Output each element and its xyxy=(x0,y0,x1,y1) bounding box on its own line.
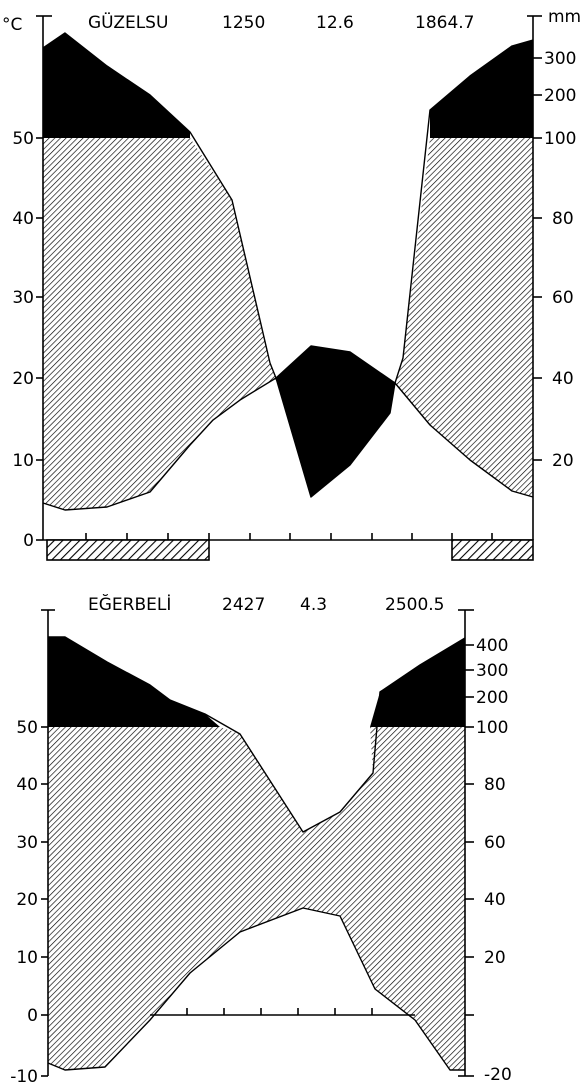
chart-egerbeli-right-ticks: -20 20 40 60 80 100 200 300 400 xyxy=(465,636,512,1085)
chart-egerbeli-surplus-area-right xyxy=(370,638,465,727)
left-tick-label: -10 xyxy=(10,1067,38,1086)
chart-egerbeli: EĞERBELİ 2427 4.3 2500.5 -10 0 xyxy=(10,593,512,1086)
right-tick-label: 60 xyxy=(484,833,506,853)
chart-guzelsu-right-ticks: 20 40 60 80 100 200 300 xyxy=(533,49,576,471)
chart-guzelsu-altitude: 1250 xyxy=(222,13,265,33)
chart-guzelsu: GÜZELSU 1250 12.6 1864.7 °C mm xyxy=(2,7,581,561)
chart-guzelsu-right-unit: mm xyxy=(548,7,581,27)
right-tick-label: 100 xyxy=(544,129,576,149)
chart-guzelsu-surplus-area-right xyxy=(430,40,533,138)
chart-guzelsu-precipitation-curve xyxy=(42,32,534,384)
left-tick-label: 10 xyxy=(16,948,38,968)
chart-egerbeli-annual-precipitation: 2500.5 xyxy=(385,595,444,615)
chart-egerbeli-month-ticks xyxy=(186,1008,373,1015)
chart-egerbeli-precipitation-curve xyxy=(48,636,466,833)
chart-egerbeli-left-ticks: -10 0 10 20 30 40 50 xyxy=(10,718,48,1086)
chart-guzelsu-left-unit: °C xyxy=(2,15,22,35)
right-tick-label: 300 xyxy=(544,49,576,69)
right-tick-label: 80 xyxy=(484,775,506,795)
left-tick-label: 0 xyxy=(23,531,34,551)
chart-guzelsu-season-bar-right xyxy=(451,539,534,561)
right-tick-label: 300 xyxy=(476,661,508,681)
left-tick-label: 40 xyxy=(16,775,38,795)
right-tick-label: 80 xyxy=(552,209,574,229)
right-tick-label: 40 xyxy=(484,890,506,910)
left-tick-label: 50 xyxy=(12,129,34,149)
chart-guzelsu-temperature-curve xyxy=(42,377,534,511)
chart-guzelsu-arid-area xyxy=(276,346,395,497)
chart-guzelsu-title: GÜZELSU xyxy=(88,11,168,33)
left-tick-label: 20 xyxy=(16,890,38,910)
chart-guzelsu-season-bar-left xyxy=(46,539,210,561)
right-tick-label: 20 xyxy=(552,451,574,471)
chart-egerbeli-mean-temperature: 4.3 xyxy=(300,595,327,615)
left-tick-label: 50 xyxy=(16,718,38,738)
chart-egerbeli-title: EĞERBELİ xyxy=(88,593,171,615)
right-tick-label: 400 xyxy=(476,636,508,656)
right-tick-label: -20 xyxy=(484,1065,512,1085)
chart-guzelsu-humid-area-right xyxy=(395,138,533,497)
left-tick-label: 30 xyxy=(12,288,34,308)
chart-guzelsu-surplus-area-left xyxy=(43,33,190,138)
left-tick-label: 20 xyxy=(12,369,34,389)
right-tick-label: 40 xyxy=(552,369,574,389)
left-tick-label: 30 xyxy=(16,833,38,853)
chart-egerbeli-altitude: 2427 xyxy=(222,595,265,615)
chart-guzelsu-mean-temperature: 12.6 xyxy=(316,13,354,33)
chart-guzelsu-annual-precipitation: 1864.7 xyxy=(415,13,474,33)
chart-guzelsu-left-ticks: 0 10 20 30 40 50 xyxy=(12,129,43,551)
left-tick-label: 0 xyxy=(27,1006,38,1026)
right-tick-label: 200 xyxy=(476,688,508,708)
left-tick-label: 40 xyxy=(12,209,34,229)
right-tick-label: 200 xyxy=(544,86,576,106)
chart-egerbeli-humid-area xyxy=(48,727,465,1070)
chart-guzelsu-month-ticks xyxy=(85,533,493,540)
left-tick-label: 10 xyxy=(12,451,34,471)
right-tick-label: 100 xyxy=(476,718,508,738)
right-tick-label: 20 xyxy=(484,948,506,968)
chart-egerbeli-temperature-curve xyxy=(47,907,465,1071)
chart-egerbeli-surplus-area-left xyxy=(48,637,220,727)
chart-guzelsu-humid-area-left xyxy=(43,138,276,510)
right-tick-label: 60 xyxy=(552,288,574,308)
